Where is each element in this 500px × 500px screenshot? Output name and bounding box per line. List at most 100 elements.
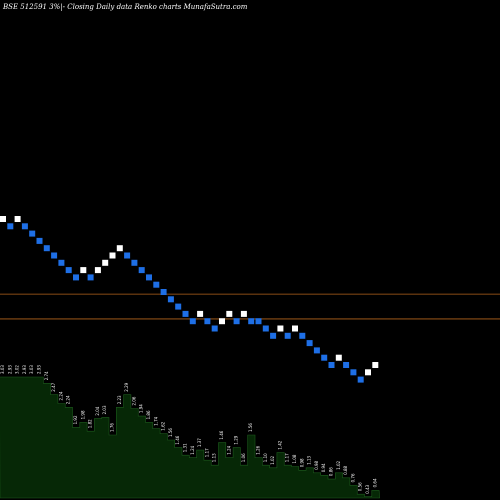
volume-label: 1.74: [153, 416, 158, 425]
volume-label: 1.26: [256, 445, 261, 454]
renko-brick: [102, 259, 109, 266]
volume-label: 1.92: [73, 415, 78, 424]
volume-area: [0, 376, 380, 499]
renko-brick: [328, 362, 335, 368]
volume-label: 0.98: [314, 460, 319, 469]
volume-label: 1.13: [212, 453, 217, 462]
volume-label: 2.03: [102, 405, 107, 414]
renko-brick: [284, 332, 291, 339]
renko-brick: [65, 267, 72, 274]
renko-brick: [240, 310, 247, 317]
renko-brick: [277, 325, 284, 332]
volume-label: 1.29: [234, 435, 239, 444]
renko-brick: [299, 332, 306, 339]
renko-brick: [21, 223, 28, 230]
renko-brick: [248, 318, 255, 325]
renko-brick: [36, 237, 43, 244]
volume-label: 0.98: [299, 458, 304, 467]
chart-title: BSE 512591 3%|- Closing Daily data Renko…: [2, 3, 248, 11]
volume-label: 0.88: [343, 465, 348, 474]
renko-brick: [343, 362, 350, 368]
renko-brick: [182, 310, 189, 317]
renko-brick: [146, 274, 152, 281]
volume-label: 1.62: [161, 421, 166, 430]
renko-brick: [160, 289, 167, 295]
volume-label: 2.23: [117, 395, 122, 404]
renko-brick: [321, 354, 328, 361]
volume-label: 0.76: [350, 473, 355, 482]
renko-brick: [167, 296, 174, 303]
renko-brick: [365, 369, 371, 376]
bricks-group: [0, 216, 379, 383]
volume-label: 1.86: [146, 410, 151, 419]
renko-brick: [292, 325, 298, 332]
renko-brick: [0, 216, 6, 222]
volume-label: 3.02: [15, 365, 20, 374]
volume-label: 2.47: [51, 382, 56, 391]
volume-label: 1.24: [226, 445, 231, 454]
volume-label: 1.56: [248, 423, 253, 432]
volume-label: 1.13: [307, 455, 312, 464]
renko-brick: [255, 318, 262, 325]
volume-label: 1.02: [336, 460, 341, 469]
volume-label: 1.17: [204, 448, 209, 457]
renko-brick: [204, 318, 211, 325]
volume-label: 2.04: [95, 406, 100, 415]
renko-brick: [109, 252, 116, 259]
volume-label: 2.93: [7, 365, 12, 374]
renko-brick: [43, 245, 50, 252]
renko-brick: [124, 252, 131, 259]
volume-label: 2.29: [124, 382, 129, 391]
volume-label: 1.46: [175, 435, 180, 444]
volume-label: 2.06: [131, 396, 136, 405]
volume-label: 2.93: [22, 365, 27, 374]
volume-label: 2.74: [44, 371, 49, 380]
renko-brick: [262, 325, 269, 332]
volume-label: 1.10: [263, 453, 268, 462]
volume-label: 2.24: [58, 391, 63, 400]
volume-label: 1.02: [270, 455, 275, 464]
volume-labels-group: 3.03 2.93 3.02 2.93 3.03 2.932.742.472.24 2.24…: [0, 365, 377, 494]
renko-brick: [138, 267, 145, 274]
renko-brick: [153, 281, 160, 288]
volume-label: 1.31: [183, 443, 188, 452]
volume-label: 0.64: [372, 478, 377, 487]
volume-label: 3.03: [29, 365, 34, 374]
renko-brick: [87, 274, 94, 281]
renko-brick: [189, 318, 196, 325]
renko-brick: [73, 274, 79, 281]
volume-label: 0.86: [329, 467, 334, 476]
volume-label: 1.94: [139, 404, 144, 413]
volume-label: 1.24: [190, 445, 195, 454]
volume-label: 1.37: [197, 438, 202, 447]
renko-brick: [94, 267, 101, 274]
renko-brick: [335, 354, 342, 361]
volume-label: 0.43: [365, 484, 370, 493]
renko-brick: [14, 216, 21, 222]
volume-label: 2.24: [66, 395, 71, 404]
renko-brick: [233, 318, 240, 325]
renko-brick: [226, 310, 233, 317]
renko-brick: [80, 267, 87, 274]
volume-label: 1.08: [292, 454, 297, 463]
volume-label: 1.42: [277, 440, 282, 449]
renko-brick: [219, 318, 225, 325]
reference-lines-group: [0, 293, 500, 320]
volume-label: 0.56: [358, 482, 363, 491]
volume-label: 1.56: [168, 428, 173, 437]
renko-brick: [357, 376, 364, 383]
volume-label: 2.93: [37, 365, 42, 374]
renko-brick: [58, 259, 65, 266]
volume-label: 0.94: [321, 463, 326, 472]
volume-label: 1.76: [110, 423, 115, 432]
renko-brick: [350, 369, 357, 376]
volume-area-group: [0, 376, 380, 499]
volume-label: 1.98: [80, 410, 85, 419]
renko-brick: [270, 332, 277, 339]
volume-label: 1.82: [88, 419, 93, 428]
renko-brick: [51, 252, 58, 259]
renko-brick: [211, 325, 218, 332]
renko-brick: [372, 362, 379, 368]
